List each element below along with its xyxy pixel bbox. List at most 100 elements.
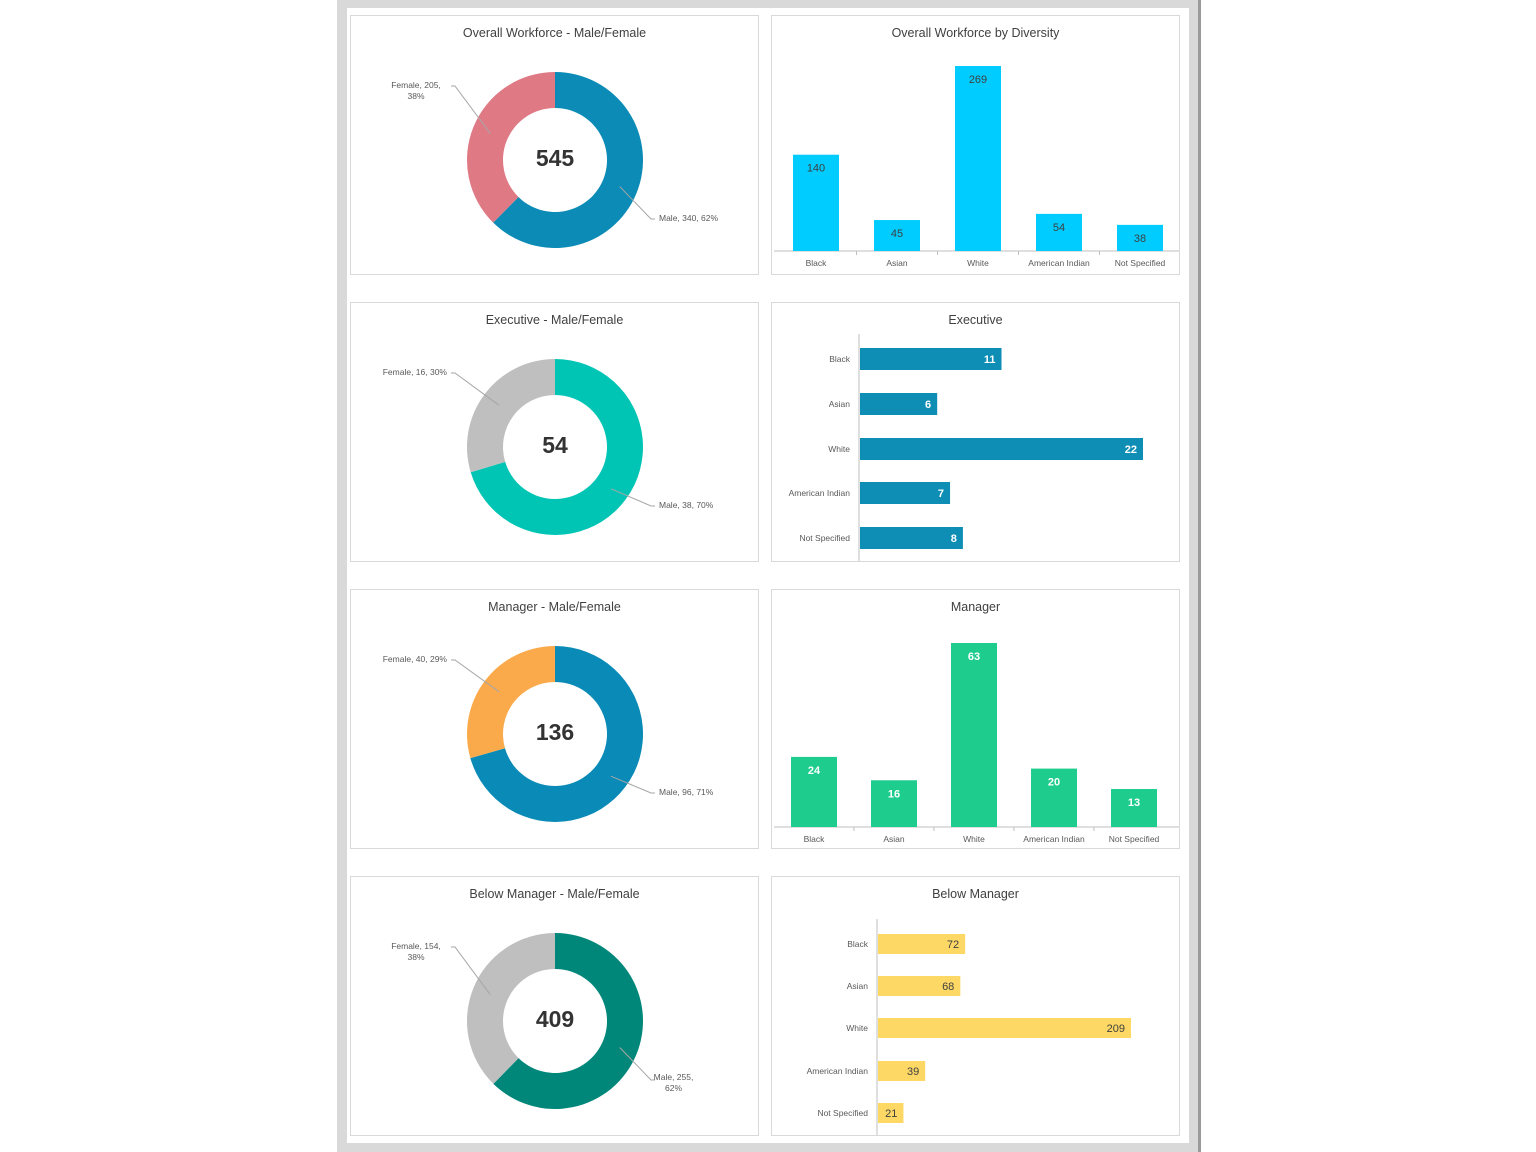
chart-title: Executive - Male/Female xyxy=(485,313,624,327)
manager-diversity-chart: 24 Black 16 Asian 63 White 20 American Indian 13… xyxy=(771,589,1180,849)
category-label: Black xyxy=(806,258,828,268)
bar-asian xyxy=(878,976,961,996)
bar-american-indian xyxy=(878,1061,926,1081)
donut-total: 409 xyxy=(535,1006,575,1032)
category-label: Asian xyxy=(829,399,851,409)
data-label-male: Male, 38, 70% xyxy=(659,500,714,510)
executive-gender-plot xyxy=(451,359,655,535)
value-label: 140 xyxy=(807,163,825,175)
donut-slice-male xyxy=(470,646,643,822)
frame-shadow xyxy=(1198,0,1201,1152)
value-label: 11 xyxy=(984,354,996,366)
overall-gender-chart: Overall Workforce - Male/Female Male, 340… xyxy=(350,15,759,275)
bar-asian xyxy=(874,220,920,251)
value-label: 6 xyxy=(925,399,931,411)
data-label-female: Female, 205, 38% xyxy=(391,80,441,101)
bar-asian xyxy=(871,780,917,827)
donut-total: 545 xyxy=(535,145,575,171)
donut-slice-female xyxy=(467,71,555,223)
chart-title: Manager xyxy=(950,600,1001,614)
bar-black xyxy=(860,348,1002,370)
donut-total: 136 xyxy=(535,719,575,745)
leader-line xyxy=(619,1047,655,1081)
value-label: 16 xyxy=(888,788,900,800)
donut-slice-male xyxy=(493,72,643,248)
bar-black xyxy=(791,756,837,827)
category-label: White xyxy=(846,1023,868,1033)
donut-slice-male xyxy=(470,359,643,535)
chart-title: Overall Workforce - Male/Female xyxy=(462,26,647,40)
data-label-male: Male, 255, 62% xyxy=(653,1072,694,1093)
category-label: Not Specified xyxy=(1109,834,1160,844)
value-label: 38 xyxy=(1134,233,1146,245)
leader-line xyxy=(451,946,491,995)
value-label: 209 xyxy=(1107,1023,1125,1035)
bar-white xyxy=(951,643,997,827)
value-label: 45 xyxy=(891,228,903,240)
overall-gender-plot xyxy=(451,71,655,248)
category-label: American Indian xyxy=(1023,834,1085,844)
category-label: American Indian xyxy=(1028,258,1090,268)
donut-slice-female xyxy=(467,646,555,759)
category-label: White xyxy=(967,258,989,268)
category-label: Asian xyxy=(886,258,908,268)
value-label: 13 xyxy=(1128,797,1140,809)
bar-black xyxy=(793,154,839,251)
value-label: 54 xyxy=(1053,222,1065,234)
bar-asian xyxy=(860,393,938,415)
leader-line xyxy=(619,186,655,220)
leader-line xyxy=(451,659,500,693)
chart-title: Manager - Male/Female xyxy=(488,600,621,614)
chart-title: Executive xyxy=(948,313,1003,327)
value-label: 8 xyxy=(951,533,957,545)
donut-total: 54 xyxy=(542,432,568,458)
category-label: Black xyxy=(829,354,851,364)
donut-slice-male xyxy=(493,933,643,1109)
bar-black xyxy=(878,934,966,954)
leader-line xyxy=(610,775,655,794)
category-label: White xyxy=(828,444,850,454)
leader-line xyxy=(451,85,491,134)
category-label: American Indian xyxy=(789,488,851,498)
bar-white xyxy=(955,66,1001,251)
category-label: American Indian xyxy=(807,1066,869,1076)
bar-white xyxy=(878,1018,1131,1038)
executive-diversity-plot: 11 Black 6 Asian 22 White 7 American Indian 8 Not… xyxy=(789,334,1143,561)
value-label: 24 xyxy=(808,765,821,777)
data-label-male: Male, 96, 71% xyxy=(659,787,714,797)
value-label: 72 xyxy=(947,939,959,951)
leader-line xyxy=(451,372,500,406)
manager-diversity-plot: 24 Black 16 Asian 63 White 20 American Indian 13… xyxy=(774,643,1179,844)
chart-title: Overall Workforce by Diversity xyxy=(891,26,1060,40)
value-label: 22 xyxy=(1125,444,1137,456)
executive-diversity-chart: 11 Black 6 Asian 22 White 7 American Indian 8 Not… xyxy=(771,302,1180,562)
value-label: 21 xyxy=(885,1108,897,1120)
data-label-female: Female, 40, 29% xyxy=(382,654,447,664)
bar-not-specified xyxy=(878,1103,904,1123)
manager-gender-chart: Manager - Male/Female Male, 96, 71% Female… xyxy=(350,589,759,849)
category-label: Not Specified xyxy=(1115,258,1166,268)
data-label-female: Female, 16, 30% xyxy=(382,367,447,377)
value-label: 269 xyxy=(969,74,987,86)
value-label: 63 xyxy=(968,651,980,663)
leader-line xyxy=(610,488,655,507)
executive-gender-chart: Executive - Male/Female Male, 38, 70% Fema… xyxy=(350,302,759,562)
chart-title: Below Manager xyxy=(932,887,1019,901)
donut-slice-female xyxy=(467,359,555,473)
overall-diversity-chart: 140 Black 45 Asian 269 White 54 American Indian… xyxy=(771,15,1180,275)
value-label: 39 xyxy=(907,1066,919,1078)
below-manager-gender-chart: Below Manager - Male/Female Male, 255, 62… xyxy=(350,876,759,1136)
category-label: Black xyxy=(847,939,869,949)
chart-title: Below Manager - Male/Female xyxy=(469,887,640,901)
data-label-male: Male, 340, 62% xyxy=(659,213,719,223)
below-manager-gender-plot xyxy=(451,933,655,1109)
data-label-female: Female, 154, 38% xyxy=(391,941,441,962)
below-manager-diversity-chart: 72 Black 68 Asian 209 White 39 American Indian 2… xyxy=(771,876,1180,1136)
bar-white xyxy=(860,438,1143,460)
bar-american-indian xyxy=(1031,768,1077,827)
bar-american-indian xyxy=(860,482,951,504)
value-label: 20 xyxy=(1048,777,1060,789)
category-label: Asian xyxy=(847,981,869,991)
value-label: 68 xyxy=(942,981,954,993)
bar-not-specified xyxy=(1111,789,1157,827)
